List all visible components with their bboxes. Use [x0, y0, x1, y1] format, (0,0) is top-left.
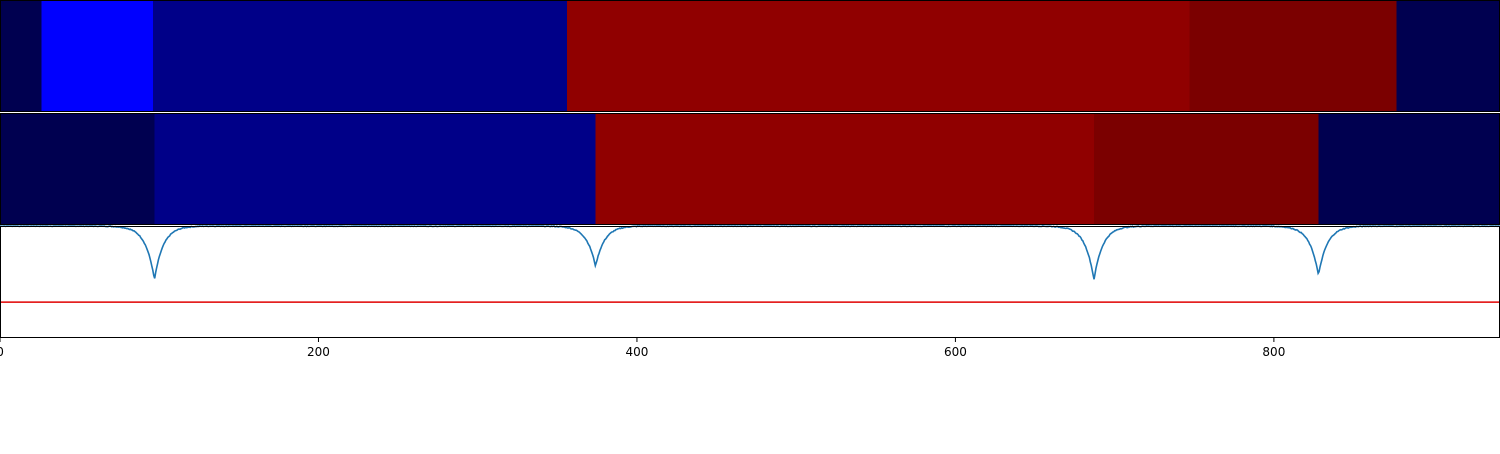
x-tick-label-0: 0	[0, 345, 4, 359]
x-tick-label-200: 200	[307, 345, 330, 359]
heatmap-1-segment-5	[1189, 0, 1397, 112]
heatmap-1-segment-6	[1396, 0, 1500, 112]
x-tick-label-600: 600	[944, 345, 967, 359]
heatmap-1-segment-3	[152, 0, 567, 112]
heatmap-2-segment-2	[154, 113, 596, 225]
x-tick-label-400: 400	[625, 345, 648, 359]
heatmap-1-segment-1	[0, 0, 42, 112]
heatmap-2-segment-3	[595, 113, 1094, 225]
heatmap-1-segment-2	[41, 0, 153, 112]
x-tick-label-800: 800	[1262, 345, 1285, 359]
line-panel-frame	[0, 226, 1500, 338]
heatmap-2-segment-5	[1318, 113, 1500, 225]
signal-line	[0, 225, 1500, 280]
heatmap-1-segment-4	[566, 0, 1190, 112]
heatmap-2-segment-1	[0, 113, 155, 225]
heatmap-2-segment-4	[1093, 113, 1319, 225]
